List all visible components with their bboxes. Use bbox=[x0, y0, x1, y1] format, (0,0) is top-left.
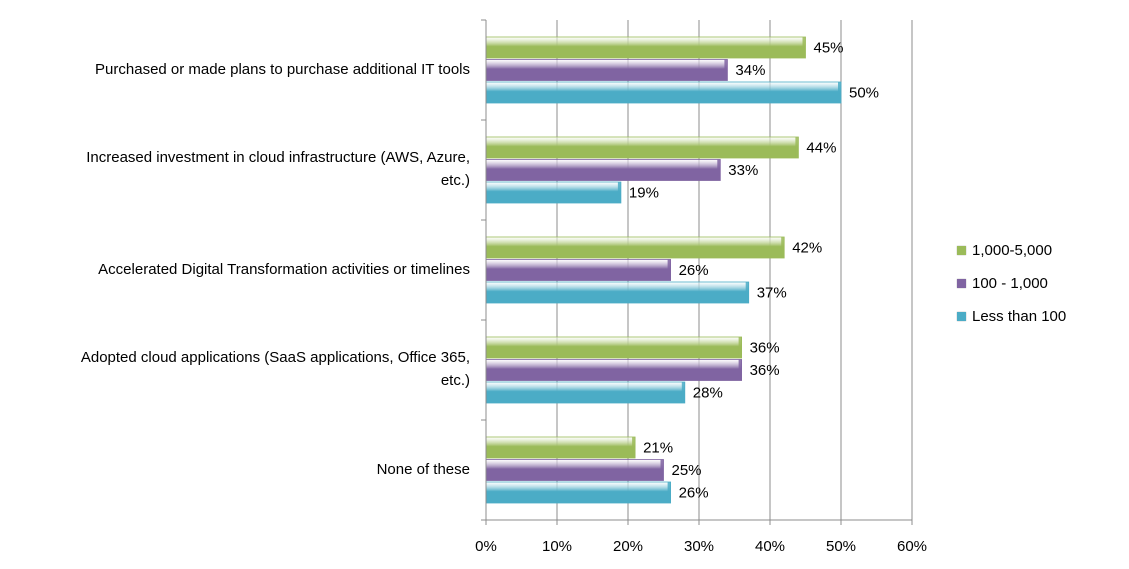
category-label: Increased investment in cloud infrastruc… bbox=[30, 146, 470, 192]
category-label: Accelerated Digital Transformation activ… bbox=[30, 258, 470, 281]
legend: 1,000-5,000 100 - 1,000 Less than 100 bbox=[957, 240, 1066, 339]
bars-layer bbox=[485, 36, 842, 504]
legend-item: 100 - 1,000 bbox=[957, 273, 1066, 293]
bar-cap bbox=[660, 459, 664, 481]
bar bbox=[485, 59, 728, 81]
legend-label: 100 - 1,000 bbox=[972, 274, 1048, 292]
bar-cap bbox=[802, 37, 806, 58]
bar-cap bbox=[632, 437, 636, 458]
bar-cap bbox=[745, 282, 749, 303]
bar-cap bbox=[838, 82, 841, 103]
bar-cap bbox=[781, 237, 785, 258]
data-label: 26% bbox=[679, 485, 709, 502]
category-label-line: etc.) bbox=[440, 372, 470, 389]
bar bbox=[485, 236, 785, 259]
category-label: Adopted cloud applications (SaaS applica… bbox=[30, 346, 470, 392]
bar-cap bbox=[717, 159, 721, 181]
legend-item: 1,000-5,000 bbox=[957, 240, 1066, 260]
x-tick-label: 10% bbox=[542, 538, 572, 555]
x-tick-label: 20% bbox=[613, 538, 643, 555]
data-label: 33% bbox=[728, 162, 758, 179]
category-label-line: None of these bbox=[376, 460, 470, 478]
labels-layer: 45% 34% 50% 44% 33% 19% 42% 26% 37% 36% 36% 28% 21% 2… bbox=[629, 40, 879, 502]
bar bbox=[485, 159, 721, 181]
bar bbox=[485, 81, 842, 104]
bar bbox=[485, 136, 799, 159]
bar bbox=[485, 436, 636, 459]
legend-label: Less than 100 bbox=[972, 307, 1067, 325]
bar bbox=[485, 36, 806, 59]
bar-cap bbox=[795, 137, 799, 158]
data-label: 50% bbox=[849, 85, 879, 102]
category-label-line: etc.) bbox=[440, 172, 470, 189]
bar bbox=[485, 459, 664, 481]
x-tick-label: 50% bbox=[826, 538, 856, 555]
category-label-line: Purchased or made plans to purchase addi… bbox=[95, 60, 470, 78]
legend-swatch bbox=[957, 311, 966, 321]
bar-cap bbox=[738, 337, 742, 358]
data-label: 25% bbox=[672, 462, 702, 479]
bar-cap bbox=[667, 482, 671, 503]
bar-cap bbox=[724, 59, 728, 81]
legend-item: Less than 100 bbox=[957, 306, 1066, 326]
bar bbox=[485, 336, 743, 359]
bar bbox=[485, 381, 686, 404]
bar bbox=[485, 481, 672, 504]
data-label: 28% bbox=[693, 385, 723, 402]
bar bbox=[485, 259, 672, 281]
data-label: 45% bbox=[814, 40, 844, 57]
category-label: Purchased or made plans to purchase addi… bbox=[30, 58, 470, 81]
data-label: 19% bbox=[629, 185, 659, 202]
legend-label: 1,000-5,000 bbox=[972, 241, 1053, 259]
bar-cap bbox=[617, 182, 621, 203]
category-label-line: Adopted cloud applications (SaaS applica… bbox=[80, 349, 470, 366]
data-label: 36% bbox=[750, 362, 780, 379]
data-label: 34% bbox=[735, 62, 765, 79]
data-label: 37% bbox=[757, 285, 787, 302]
legend-swatch bbox=[957, 245, 966, 255]
data-label: 44% bbox=[806, 140, 836, 157]
bar bbox=[485, 281, 750, 304]
data-label: 42% bbox=[792, 240, 822, 257]
bar-cap bbox=[738, 359, 742, 381]
category-label-line: Accelerated Digital Transformation activ… bbox=[98, 260, 470, 278]
axis-layer: 0% 10% 20% 30% 40% 50% 60% bbox=[475, 19, 927, 555]
x-tick-label: 60% bbox=[897, 538, 927, 555]
category-label-line: Increased investment in cloud infrastruc… bbox=[86, 149, 470, 166]
data-label: 36% bbox=[750, 340, 780, 357]
bar-cap bbox=[681, 382, 685, 403]
data-label: 26% bbox=[679, 262, 709, 279]
data-label: 21% bbox=[643, 440, 673, 457]
x-tick-label: 40% bbox=[755, 538, 785, 555]
bar-cap bbox=[667, 259, 671, 281]
legend-swatch bbox=[957, 278, 966, 288]
x-tick-label: 0% bbox=[475, 538, 497, 555]
category-label: None of these bbox=[30, 458, 470, 481]
bar bbox=[485, 181, 622, 204]
x-tick-label: 30% bbox=[684, 538, 714, 555]
bar bbox=[485, 359, 743, 381]
